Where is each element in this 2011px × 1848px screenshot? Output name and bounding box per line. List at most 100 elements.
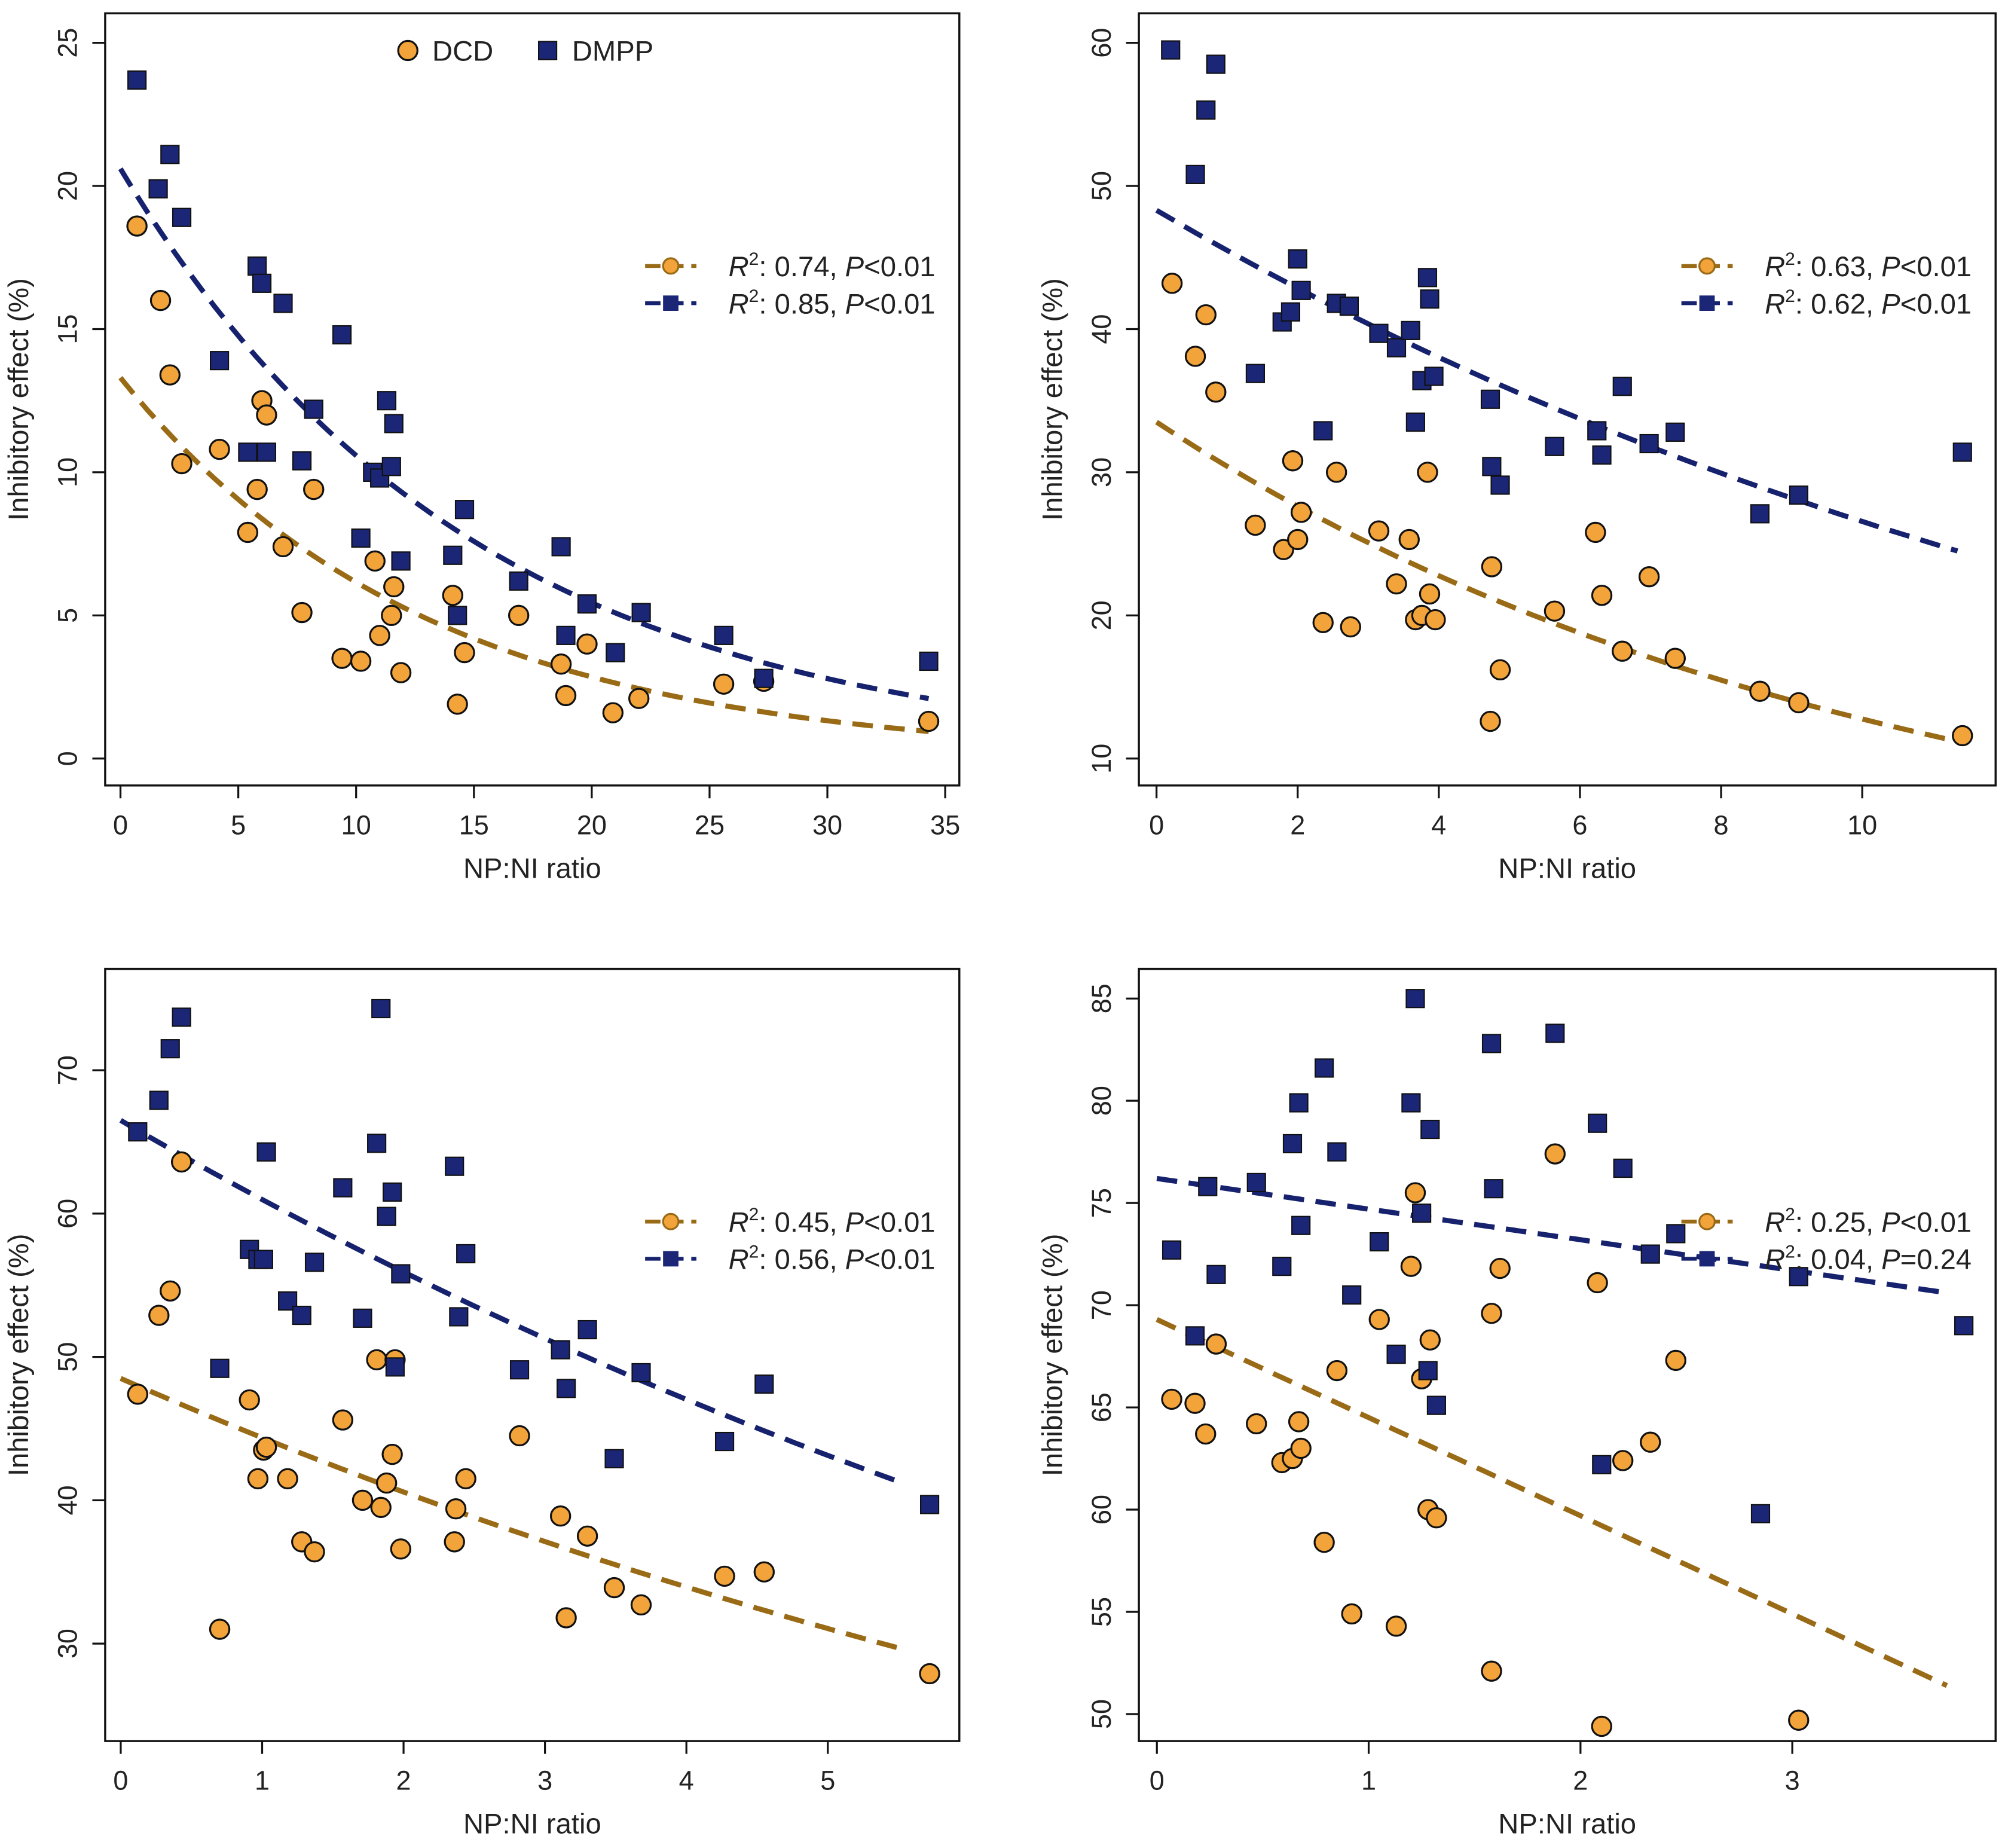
data-point-dmpp [577,594,597,614]
p-symbol: P [1881,1244,1900,1276]
superscript: 2 [1785,286,1795,306]
data-point-dcd [246,478,268,500]
fit-legend-dcd: R2: 0.63, P<0.01 [1681,249,1972,283]
comma: , [829,288,845,320]
data-point-dcd [1419,1329,1441,1351]
data-point-dcd [1288,1411,1310,1432]
data-point-dcd [550,653,572,675]
data-point-dmpp [1952,442,1972,462]
data-point-dmpp [1424,366,1444,386]
data-point-dcd [352,1489,374,1511]
data-point-dmpp [277,1291,298,1311]
data-point-dmpp [509,1360,530,1380]
comma: , [1866,288,1881,320]
data-point-dmpp [1480,389,1500,409]
y-tick-label: 55 [1086,1597,1117,1627]
legend-text: R2: 0.04, P=0.24 [1765,1242,1972,1275]
data-point-dmpp [247,256,267,276]
data-point-dcd [1419,583,1441,605]
data-point-dmpp [1426,1395,1447,1415]
data-point-dcd [1313,1532,1335,1553]
data-point-dcd [209,1618,231,1640]
data-point-dmpp [551,1340,570,1360]
colon: : [759,288,774,320]
y-tick-label: 80 [1086,1086,1117,1116]
data-point-dcd [714,1565,735,1587]
data-point-dmpp [1481,1034,1502,1053]
x-tick-label: 3 [537,1765,552,1796]
data-point-dcd [1195,304,1217,326]
fit-line-dcd [120,1376,900,1651]
comma: , [829,251,845,283]
data-point-dmpp [1613,1158,1633,1178]
data-point-dmpp [1592,1455,1612,1474]
data-point-dmpp [367,1134,387,1153]
data-point-dmpp [1490,475,1510,495]
data-point-dmpp [1750,1504,1771,1523]
data-point-dcd [1273,539,1294,560]
data-point-dmpp [1482,457,1502,476]
data-point-dcd [159,364,181,386]
superscript: 2 [1785,1242,1795,1261]
data-point-dmpp [551,537,571,557]
data-point-dcd [555,1607,577,1629]
data-point-dcd [1591,585,1613,606]
x-axis-label: NP:NI ratio [1498,853,1636,884]
data-point-dcd [1325,462,1347,483]
data-point-dcd [383,576,405,598]
data-point-dmpp [1412,371,1432,390]
x-tick-label: 20 [577,810,607,840]
data-point-dcd [277,1468,298,1490]
data-point-dcd [1205,381,1227,403]
data-point-dmpp [604,1449,624,1468]
p-value: <0.01 [864,1244,935,1276]
x-tick-label: 0 [1149,810,1164,840]
data-point-dcd [1640,1431,1661,1453]
data-point-dmpp [333,1178,353,1198]
p-value: <0.01 [1900,288,1972,320]
x-tick-label: 2 [396,1765,411,1796]
data-point-dmpp [1291,280,1311,300]
data-point-dmpp [443,545,463,565]
data-point-dcd [1368,520,1390,542]
legend-marker [1699,295,1715,311]
x-tick-label: 2 [1573,1765,1588,1796]
data-point-dmpp [377,391,397,411]
data-point-dmpp [252,273,272,293]
x-tick-label: 8 [1714,810,1729,840]
legend-text: R2: 0.45, P<0.01 [729,1205,936,1238]
fit-legend-dcd: R2: 0.25, P<0.01 [1681,1205,1972,1238]
data-point-dmpp [1313,421,1333,441]
x-tick-label: 1 [1361,1765,1376,1796]
data-point-dmpp [919,651,939,671]
y-tick-label: 40 [1086,314,1117,344]
x-tick-label: 0 [113,810,128,840]
x-axis-label: NP:NI ratio [1498,1809,1636,1840]
data-point-dcd [628,688,650,709]
data-point-dcd [1788,692,1810,714]
data-point-dcd [375,1472,398,1494]
data-point-dcd [1481,1303,1502,1324]
legend-marker [663,1251,679,1267]
fit-legend-dmpp: R2: 0.04, P=0.24 [1681,1242,1972,1276]
data-point-dcd [1638,566,1660,588]
fit-line-dcd [1156,1317,1948,1688]
y-tick-label: 25 [53,28,83,58]
colon: : [1795,251,1811,283]
data-point-dcd [549,1505,571,1527]
data-point-dcd [1544,600,1566,622]
data-point-dcd [364,550,386,572]
data-point-dmpp [556,625,576,645]
r-symbol: R [1765,288,1785,320]
fit-line-dmpp [1156,1175,1948,1296]
data-point-dmpp [1592,445,1612,465]
data-point-dcd [454,642,475,664]
panel-1: 0 5 10 15 20 25 30 35 0 5 10 15 20 25 NP:NI ratio Inhib… [3,12,961,884]
data-point-dmpp [1418,1361,1438,1380]
data-point-dmpp [1612,377,1632,396]
data-point-dcd [1312,612,1334,634]
y-tick-label: 20 [53,171,83,201]
r2-value: 0.63 [1811,251,1866,283]
data-point-dcd [1287,529,1309,551]
legend-dcd-marker [397,39,418,62]
